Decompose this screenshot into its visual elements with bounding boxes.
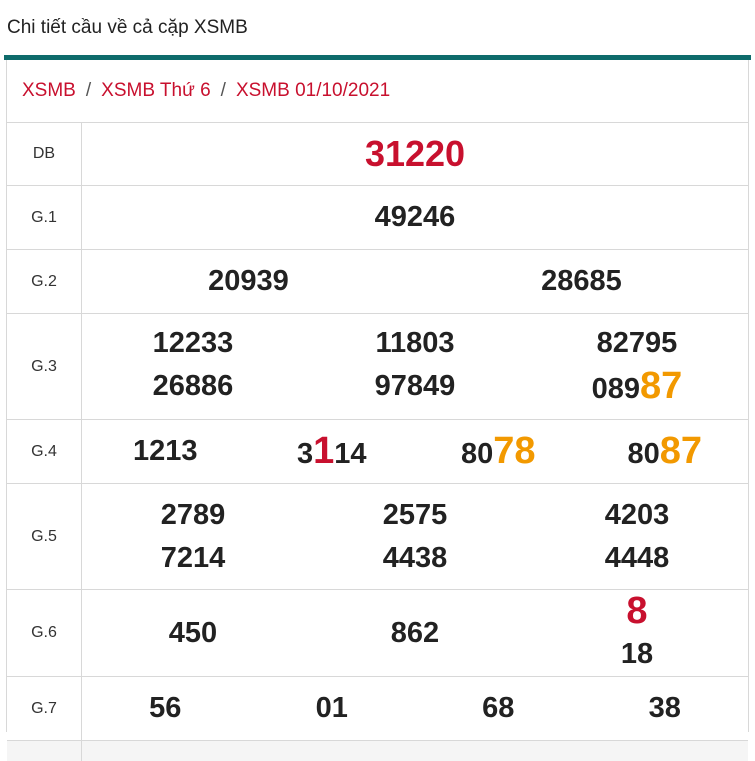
results-table: DB 31220 G.1 49246 G.2 20939 28685 G.3 1…: [7, 122, 748, 761]
number-prefix: 80: [460, 438, 494, 470]
prize-number: 4438: [382, 541, 448, 574]
prize-number: 7214: [160, 541, 226, 574]
row-db: DB 31220: [7, 122, 748, 186]
prize-number-highlighted: 3114: [249, 430, 416, 473]
breadcrumb-separator: /: [85, 80, 92, 101]
row-g5: G.5 2789 2575 4203 7214 4438 4448: [7, 483, 748, 590]
row-footer: [7, 740, 748, 761]
prize-number-highlighted: 8 18: [526, 590, 748, 676]
number-prefix: 80: [627, 438, 660, 470]
prize-number: 01: [315, 692, 348, 724]
breadcrumb-xsmb-weekday[interactable]: XSMB Thứ 6: [101, 80, 211, 101]
prize-number-highlighted: 8087: [582, 430, 749, 473]
prize-number: 2789: [160, 498, 226, 531]
breadcrumb-xsmb[interactable]: XSMB: [22, 80, 76, 101]
prize-number: 1213: [132, 435, 198, 467]
number-prefix: 3: [296, 438, 314, 470]
row-g2: G.2 20939 28685: [7, 249, 748, 314]
row-g4: G.4 1213 3114 8078 8087: [7, 419, 749, 484]
highlighted-digit: 8: [626, 590, 648, 632]
page-title: Chi tiết cầu về cả cặp XSMB: [7, 17, 248, 38]
number-suffix: 18: [620, 638, 654, 670]
prize-label: G.5: [7, 483, 82, 590]
prize-label: G.3: [7, 313, 82, 420]
prize-number: 11803: [375, 327, 455, 359]
highlighted-pair: 87: [640, 365, 683, 407]
prize-number-highlighted: 8078: [415, 430, 582, 473]
prize-number: 38: [648, 692, 681, 724]
highlighted-digit: 1: [313, 430, 335, 472]
breadcrumb-separator: /: [220, 80, 226, 101]
prize-number-highlighted: 08987: [526, 365, 748, 411]
prize-number: 26886: [152, 370, 234, 402]
number-prefix: 089: [591, 373, 641, 405]
number-suffix: 14: [334, 438, 367, 470]
prize-label: DB: [7, 122, 82, 186]
prize-number: 862: [390, 616, 440, 649]
prize-number: 2575: [382, 498, 448, 531]
prize-number: 4203: [604, 498, 670, 531]
prize-number: 82795: [596, 327, 678, 359]
prize-number: 56: [149, 692, 182, 724]
row-g7: G.7 56 01 68 38: [7, 676, 748, 741]
highlighted-pair: 87: [659, 430, 703, 472]
prize-label: G.6: [7, 589, 82, 677]
special-prize-number: 31220: [364, 133, 466, 174]
accent-bar: [4, 55, 751, 60]
row-g3: G.3 12233 11803 82795 26886 97849 08987: [7, 313, 748, 420]
row-g1: G.1 49246: [7, 185, 748, 250]
row-g6: G.6 450 862 8 18: [7, 589, 748, 677]
prize-number: 28685: [541, 265, 622, 297]
prize-number: 450: [168, 616, 218, 649]
breadcrumb-xsmb-date[interactable]: XSMB 01/10/2021: [235, 80, 391, 101]
prize-label: G.2: [7, 249, 82, 314]
prize-label: G.1: [7, 185, 82, 250]
prize-label: G.4: [7, 419, 82, 484]
prize-number: 12233: [152, 327, 234, 359]
prize-number: 97849: [374, 370, 456, 402]
breadcrumb: XSMB / XSMB Thứ 6 / XSMB 01/10/2021: [7, 60, 748, 122]
highlighted-pair: 78: [493, 430, 536, 472]
header: Chi tiết cầu về cả cặp XSMB: [0, 0, 755, 55]
prize-label: G.7: [7, 676, 82, 741]
prize-number: 20939: [208, 265, 289, 297]
prize-number: 68: [482, 692, 515, 724]
prize-number: 49246: [374, 201, 456, 233]
prize-number: 4448: [604, 541, 670, 574]
results-card: XSMB / XSMB Thứ 6 / XSMB 01/10/2021 DB 3…: [6, 60, 749, 761]
